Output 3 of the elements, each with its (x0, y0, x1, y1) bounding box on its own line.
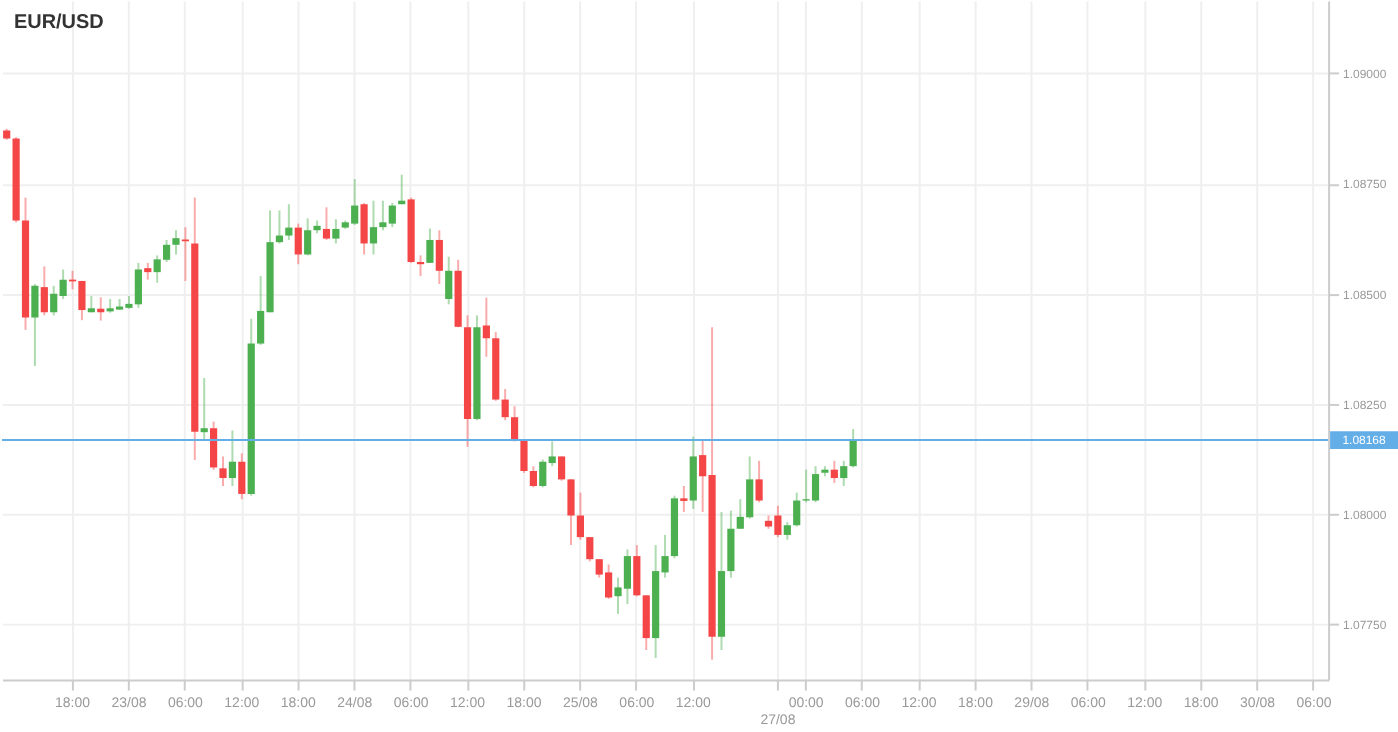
candlestick (558, 455, 566, 482)
candlestick (586, 536, 594, 563)
text: EUR/USD (13, 12, 104, 35)
